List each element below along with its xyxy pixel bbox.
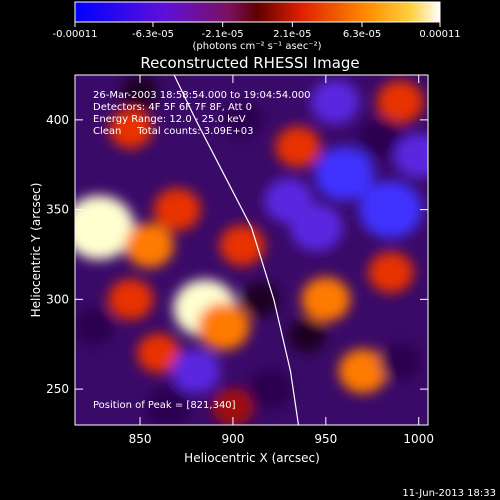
heatmap-blob [171,348,221,394]
axis-ticks: 850 900 950 1000 250 300 350 400 [46,75,434,446]
plot-frame [74,74,429,426]
heatmap-blob [153,188,201,231]
heatmap-blob [379,343,421,382]
heatmap-blob [124,223,174,268]
x-axis-label: Heliocentric X (arcsec) [184,451,320,465]
y-tick-label: 250 [46,382,69,396]
y-tick-label: 400 [46,113,69,127]
heatmap-blob [338,348,388,394]
annotation-method: Clean Total counts: 3.09E+03 [93,126,253,137]
colorbar-ticks: -0.00011 -6.3e-05 -2.1e-05 2.1e-05 6.3e-05 0.… [53,22,461,40]
heatmap-blob [247,368,293,410]
heatmap-blob [314,146,375,201]
colorbar-units: (photons cm⁻² s⁻¹ asec⁻²) [192,41,321,52]
heatmap-blob [368,251,414,293]
x-tick-label: 900 [221,432,244,446]
heatmap-blob [376,80,424,124]
colorbar-tick-label: 0.00011 [419,29,460,40]
x-tick-label: 1000 [403,432,434,446]
plot-area [75,75,428,425]
y-axis-label: Heliocentric Y (arcsec) [29,183,43,318]
heatmap-blob [108,278,154,320]
heatmap-blob [241,282,280,317]
heatmap-blob [310,79,360,125]
colorbar-tick-label: -0.00011 [53,29,98,40]
heatmap-blob [358,117,405,159]
heatmap-blob [264,178,314,223]
heatmap-blob [301,277,351,322]
annotation-energy: Energy Range: 12.0 - 25.0 keV [93,114,246,125]
heatmap-blob [121,75,160,111]
heatmap-blob [219,224,265,267]
heatmap-blob [359,180,423,239]
heatmap-blob [288,317,327,353]
annotation-detectors: Detectors: 4F 5F 6F 7F 8F, Att 0 [93,102,252,113]
y-tick-label: 300 [46,292,69,306]
heatmap-blob [221,100,264,139]
heatmap-blob [394,133,428,178]
heatmap-blob [275,126,321,168]
chart-title: Reconstructed RHESSI Image [140,54,359,72]
annotation-time: 26-Mar-2003 18:58:54.000 to 19:04:54.000 [93,90,311,101]
annotation-peak: Position of Peak = [821,340] [93,400,236,411]
colorbar-tick-label: 2.1e-05 [273,29,311,40]
heatmap-blob [197,302,250,351]
heatmap-blobs [75,75,428,425]
colorbar-tick-label: -6.3e-05 [132,29,174,40]
heatmap-blob [145,386,191,425]
colorbar-tick-label: -2.1e-05 [202,29,244,40]
x-tick-label: 950 [314,432,337,446]
colorbar [74,1,441,23]
x-tick-label: 850 [129,432,152,446]
solar-limb-curve [173,75,300,425]
footer-date: 11-Jun-2013 18:33 [402,488,496,499]
heatmap-blob [136,333,181,373]
heatmap-blob [212,388,254,425]
heatmap-blob [75,195,135,260]
colorbar-tick-label: 6.3e-05 [343,29,381,40]
heatmap-blob [75,307,115,346]
heatmap-blob [109,109,153,149]
y-tick-label: 350 [46,203,69,217]
